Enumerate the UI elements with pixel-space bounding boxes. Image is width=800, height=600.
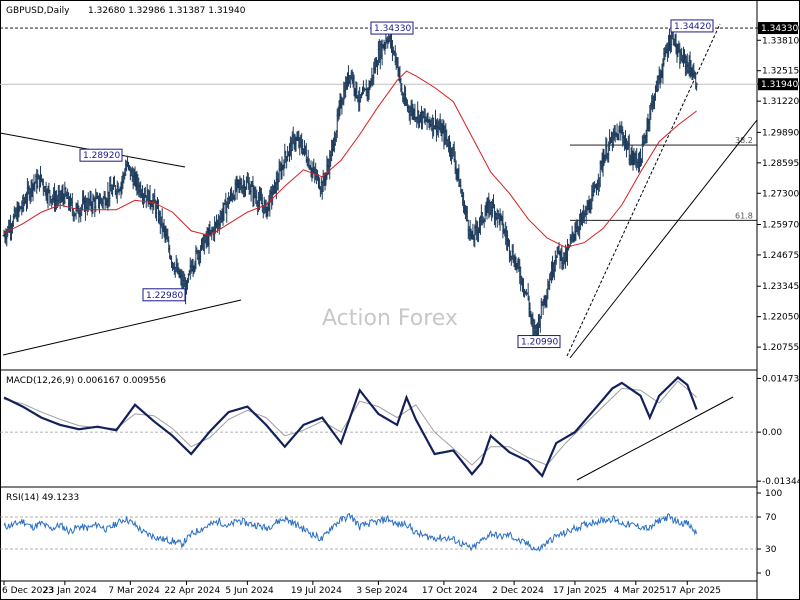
rsi-axis-label: 30 — [765, 545, 777, 555]
price-axis-label: 1.27300 — [762, 189, 799, 199]
price-axis-label: 1.28595 — [762, 159, 799, 169]
trend-line — [569, 119, 758, 359]
date-axis-label: 23 Jan 2024 — [43, 586, 97, 596]
macd-main-line — [3, 376, 698, 478]
macd-pane: 0.014734 0.00 -0.013442 — [0, 374, 800, 487]
date-axis-label: 17 Jan 2025 — [553, 586, 607, 596]
rsi-pane: 100 70 30 0 — [0, 489, 782, 579]
rsi-axis-label: 100 — [765, 489, 782, 499]
trend-line — [566, 23, 721, 357]
macd-axis-label: 0.014734 — [762, 374, 800, 384]
ohlc-header: 1.32680 1.32986 1.31387 1.31940 — [88, 6, 246, 16]
price-axis-label: 1.32515 — [762, 67, 799, 77]
ohlc-bar — [695, 82, 699, 91]
date-axis-label: 2 Dec 2024 — [492, 586, 544, 596]
price-annotation-box — [370, 21, 414, 35]
fib-level-label: 61.8 — [735, 211, 753, 220]
price-annotation-label: 1.34420 — [674, 22, 711, 32]
moving-average-line — [3, 70, 697, 248]
price-axis-label: 1.23345 — [762, 282, 799, 292]
macd-axis-label: -0.013442 — [762, 477, 800, 487]
macd-pane-title: MACD(12,26,9) 0.006167 0.009556 — [6, 376, 166, 386]
watermark: Action Forex — [322, 306, 458, 331]
price-annotation-label: 1.20990 — [521, 338, 558, 348]
price-pane: 1.34330 1.33810 1.32515 1.31940 1.31220 1.298… — [0, 19, 799, 359]
date-axis-label: 5 Jun 2024 — [225, 586, 274, 596]
date-axis-label: 22 Apr 2024 — [165, 586, 221, 596]
price-axis-label: 1.24675 — [762, 251, 799, 261]
price-annotation-box — [142, 288, 186, 302]
price-annotation-label: 1.34330 — [374, 24, 411, 34]
price-axis-label: 1.25970 — [762, 221, 799, 231]
price-annotation-label: 1.22980 — [146, 291, 183, 301]
rsi-pane-title: RSI(14) 49.1233 — [6, 493, 79, 503]
high-level-label: 1.34330 — [761, 24, 798, 34]
date-axis-label: 19 Jul 2024 — [291, 586, 342, 596]
price-axis-label: 1.20755 — [762, 343, 799, 353]
price-annotation-box — [79, 148, 123, 162]
last-price-box — [758, 78, 798, 91]
price-pane-title: GBPUSD,Daily — [6, 6, 70, 16]
price-axis-label: 1.31220 — [762, 97, 799, 107]
last-price-label: 1.31940 — [761, 80, 798, 90]
rsi-axis-label: 70 — [765, 513, 777, 523]
date-axis-label: 17 Oct 2024 — [422, 586, 478, 596]
fib-level-label: 38.2 — [735, 136, 753, 145]
date-axis-label: 3 Sep 2024 — [356, 586, 408, 596]
date-axis-label: 17 Apr 2025 — [665, 586, 721, 596]
rsi-axis-label: 0 — [765, 569, 771, 579]
price-annotation-box — [517, 335, 561, 349]
price-axis-label: 1.29890 — [762, 128, 799, 138]
high-level-box — [758, 22, 798, 35]
macd-axis-label: 0.00 — [762, 428, 782, 438]
price-axis-label: 1.22050 — [762, 313, 799, 323]
price-annotation-label: 1.28920 — [83, 151, 120, 161]
macd-trend-line — [576, 396, 734, 481]
trend-line — [2, 299, 242, 356]
date-axis-label: 6 Dec 2023 — [2, 586, 54, 596]
price-axis-label: 1.33810 — [762, 36, 799, 46]
rsi-line — [3, 512, 698, 552]
date-axis-label: 4 Mar 2025 — [614, 586, 665, 596]
price-annotation-box — [670, 19, 714, 33]
date-axis-label: 7 Mar 2024 — [108, 586, 160, 596]
